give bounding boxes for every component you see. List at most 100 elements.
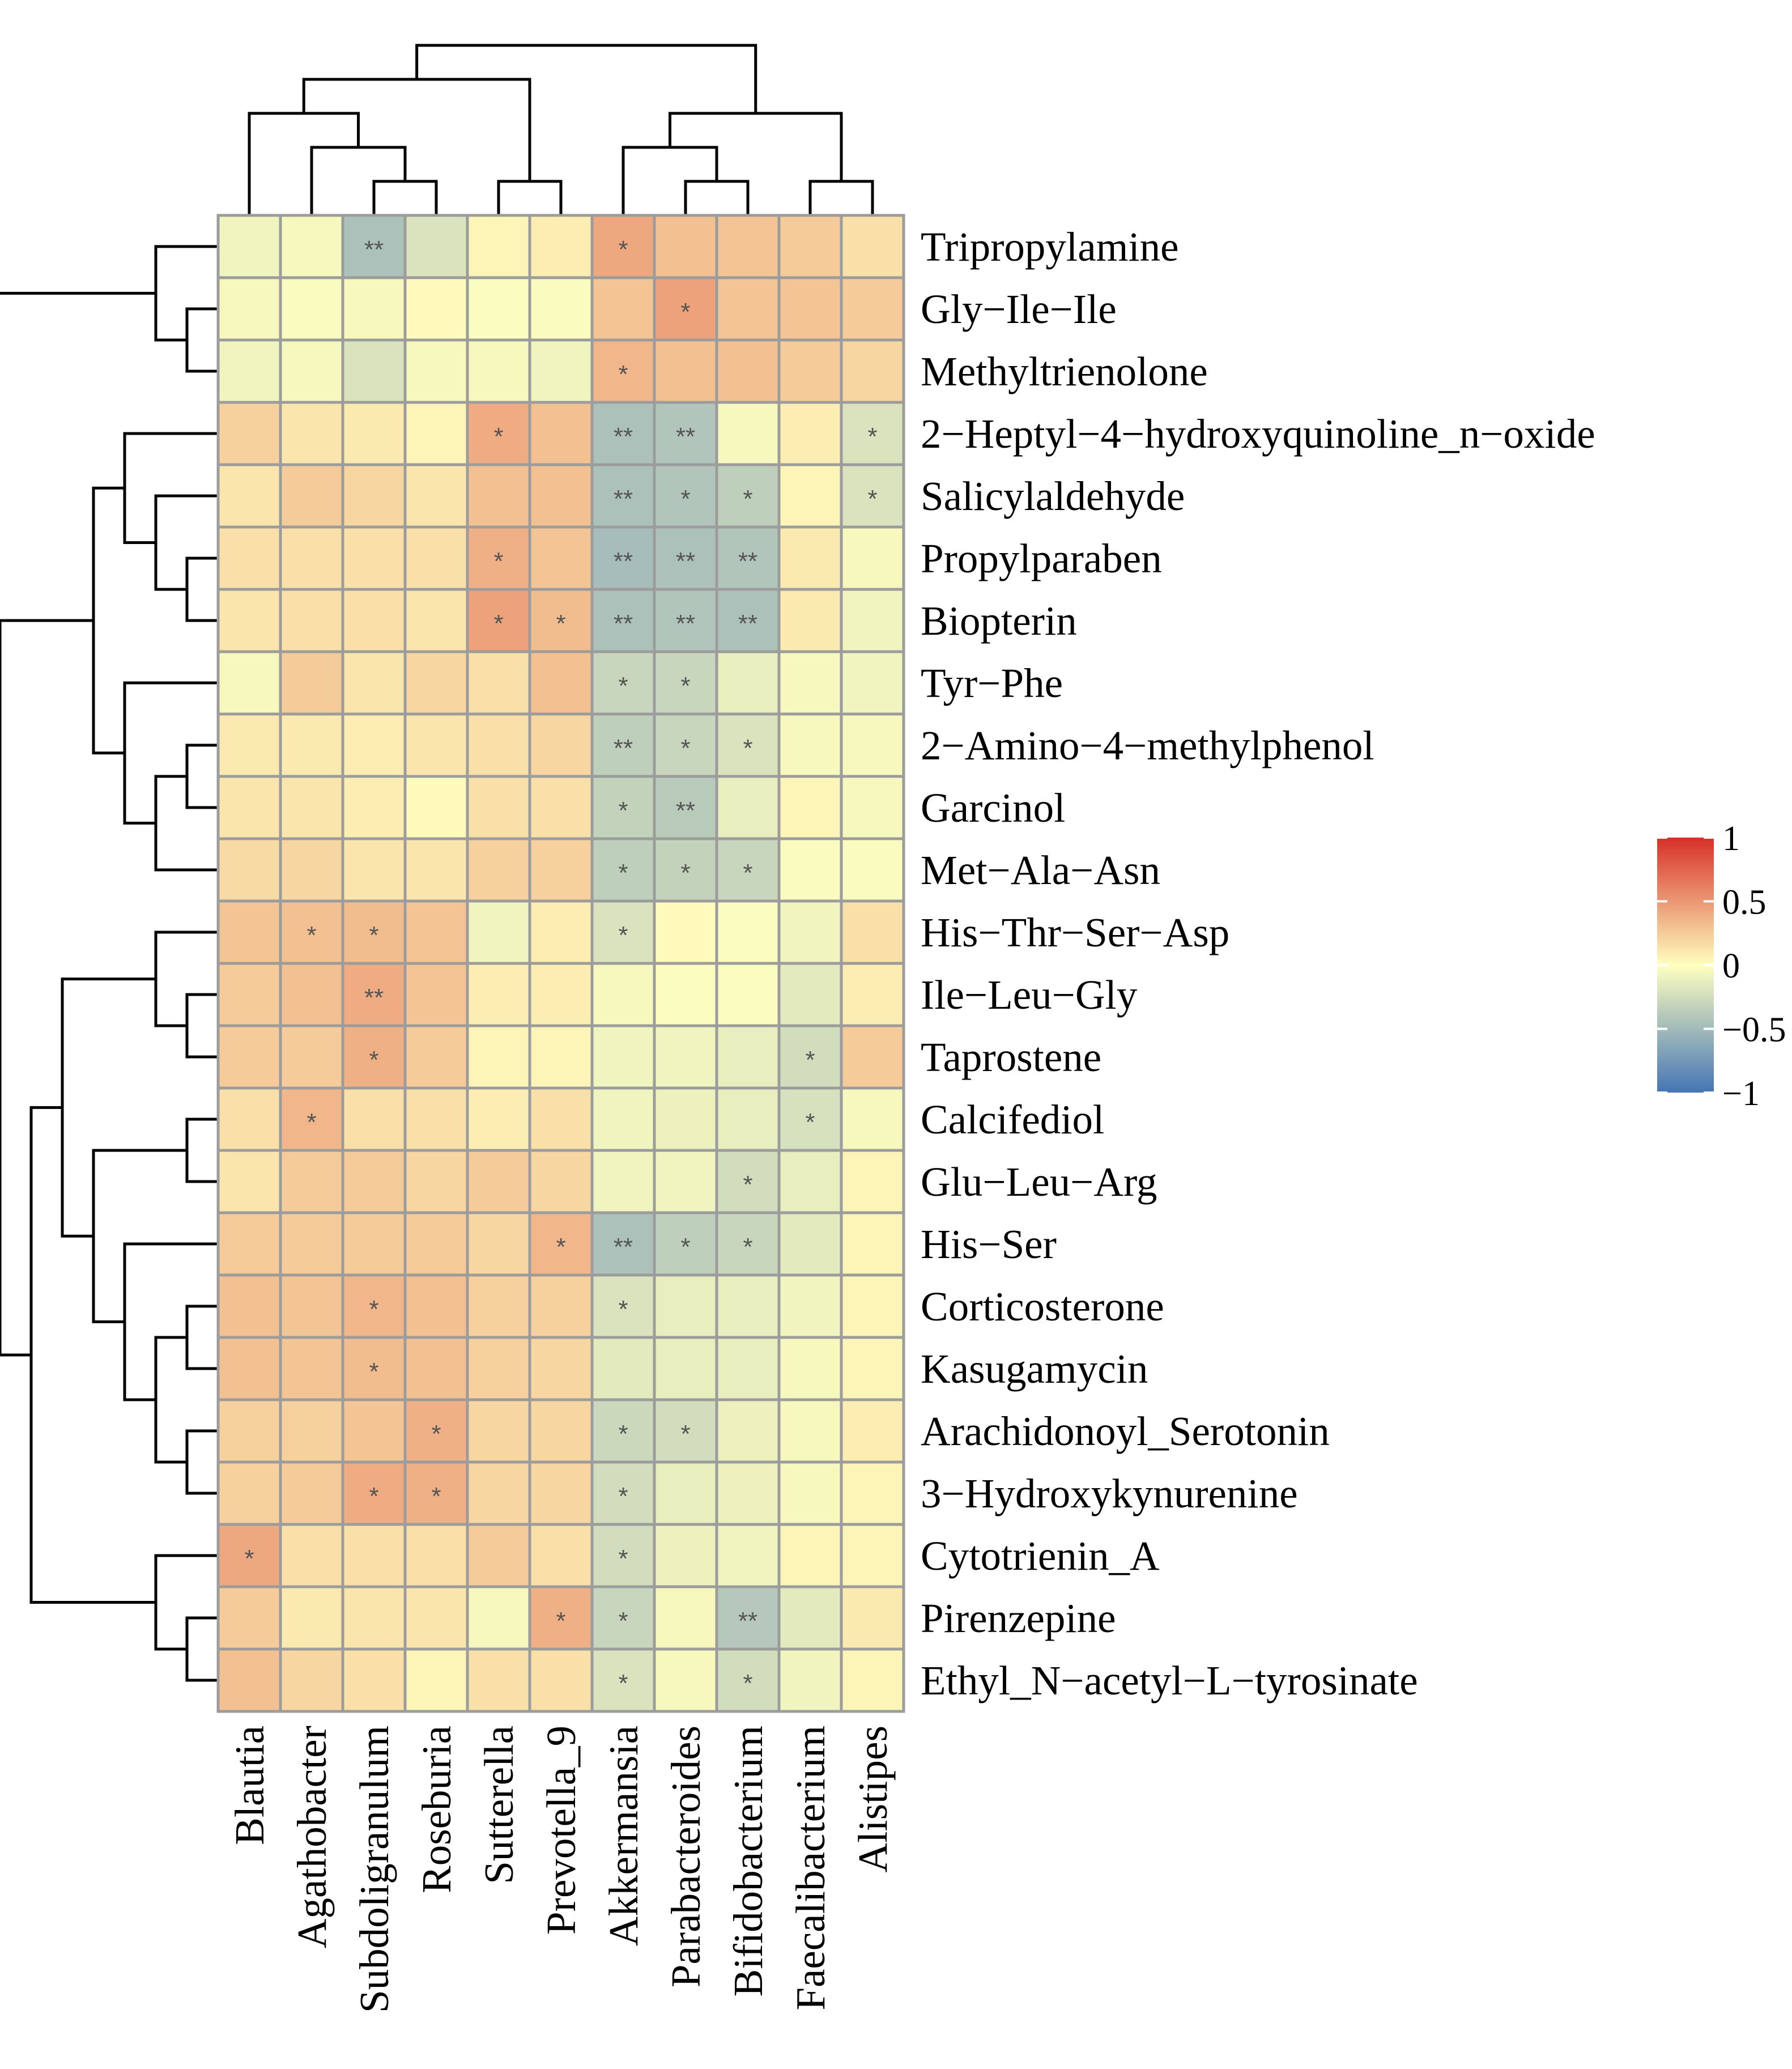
heatmap-cell xyxy=(341,525,407,591)
heatmap-cell xyxy=(777,338,843,404)
heatmap-cell xyxy=(466,1585,531,1651)
heatmap-cell xyxy=(590,525,656,591)
heatmap-cell xyxy=(466,463,531,529)
heatmap-cell xyxy=(840,1398,905,1464)
heatmap-cell xyxy=(653,962,718,1027)
heatmap-cell xyxy=(777,1149,843,1214)
heatmap-cell xyxy=(466,962,531,1027)
heatmap-cell xyxy=(528,1523,594,1588)
heatmap-cell xyxy=(216,1460,282,1526)
dendrogram-branch xyxy=(185,993,218,1059)
heatmap-cell xyxy=(403,525,469,591)
heatmap-cell xyxy=(840,775,905,840)
row-label: Ethyl_N−acetyl−L−tyrosinate xyxy=(921,1658,1418,1703)
heatmap-cell xyxy=(653,1585,718,1651)
heatmap-cell xyxy=(279,401,344,466)
heatmap-cell xyxy=(403,837,469,903)
heatmap-cell xyxy=(341,1585,407,1651)
significance-marker: * xyxy=(618,236,628,264)
heatmap-cell xyxy=(403,276,469,342)
significance-marker: ** xyxy=(614,547,633,575)
heatmap-cell xyxy=(777,276,843,342)
heatmap-cell xyxy=(279,1211,344,1277)
heatmap-cell xyxy=(715,775,781,840)
heatmap-cell xyxy=(715,1086,781,1152)
significance-marker: * xyxy=(618,1295,628,1323)
row-dendrogram xyxy=(0,245,218,1682)
heatmap-cell xyxy=(403,899,469,965)
heatmap-cell xyxy=(341,1211,407,1277)
dendrogram-branch xyxy=(185,1429,218,1495)
row-label: Biopterin xyxy=(921,598,1077,644)
heatmap-cell xyxy=(715,1523,781,1588)
heatmap-cell xyxy=(715,650,781,716)
heatmap-cell xyxy=(216,1149,282,1214)
heatmap-cell xyxy=(216,1211,282,1277)
row-label: His−Ser xyxy=(921,1221,1057,1267)
heatmap-cell xyxy=(840,1149,905,1214)
row-label: 3−Hydroxykynurenine xyxy=(921,1471,1298,1516)
significance-marker: * xyxy=(556,1607,565,1635)
heatmap-cell xyxy=(216,962,282,1027)
heatmap-cell xyxy=(279,712,344,778)
heatmap-cell xyxy=(777,962,843,1027)
heatmap-cell xyxy=(403,1273,469,1339)
row-labels: Tripropylamine Gly−Ile−Ile Methyltrienolon… xyxy=(921,224,1595,1703)
dendrogram-branch xyxy=(61,978,156,1238)
heatmap-cell xyxy=(590,712,656,778)
heatmap-cell xyxy=(216,525,282,591)
heatmap-cell xyxy=(590,401,656,466)
legend-tick-label: −0.5 xyxy=(1722,1011,1786,1050)
heatmap-cell xyxy=(840,899,905,965)
heatmap-cell xyxy=(715,1460,781,1526)
heatmap-cell xyxy=(715,1336,781,1401)
significance-marker: * xyxy=(493,547,503,575)
legend-tick-label: 0 xyxy=(1722,947,1740,985)
heatmap-cell xyxy=(403,1211,469,1277)
heatmap-cell xyxy=(840,1336,905,1401)
column-label: Bifidobacterium xyxy=(725,1726,771,1996)
dendrogram-branch xyxy=(248,112,360,215)
row-label: Glu−Leu−Arg xyxy=(921,1159,1157,1205)
heatmap-cell xyxy=(279,775,344,840)
dendrogram-branch xyxy=(123,1242,218,1401)
heatmap-cell xyxy=(403,712,469,778)
heatmap-cell xyxy=(840,1086,905,1152)
heatmap-cell xyxy=(341,899,407,965)
significance-marker: ** xyxy=(738,1607,757,1635)
heatmap-cell xyxy=(528,214,594,279)
heatmap-cell xyxy=(840,588,905,653)
heatmap-cell xyxy=(653,1024,718,1090)
heatmap-cell xyxy=(777,1024,843,1090)
heatmap-cell xyxy=(777,1647,843,1713)
heatmap-cell xyxy=(840,338,905,404)
significance-marker: * xyxy=(618,1482,628,1510)
significance-marker: * xyxy=(369,1046,378,1074)
heatmap-cell xyxy=(341,1149,407,1214)
heatmap-cell xyxy=(403,214,469,279)
heatmap-cell xyxy=(403,1523,469,1588)
significance-marker: * xyxy=(618,859,628,887)
heatmap-cell xyxy=(279,1523,344,1588)
heatmap-cell xyxy=(341,837,407,903)
heatmap-cell xyxy=(279,837,344,903)
legend-ticks: 1 0.5 0 −0.5 −1 xyxy=(1657,819,1786,1113)
significance-marker: ** xyxy=(614,485,633,513)
heatmap-cell xyxy=(528,712,594,778)
heatmap-cell xyxy=(528,837,594,903)
dendrogram-branch xyxy=(415,44,757,113)
heatmap-cell xyxy=(279,588,344,653)
heatmap-cell xyxy=(403,775,469,840)
heatmap-cell xyxy=(840,214,905,279)
significance-marker: ** xyxy=(676,423,695,451)
dendrogram-branch xyxy=(185,556,218,622)
significance-marker: ** xyxy=(614,1233,633,1261)
heatmap-cell xyxy=(279,962,344,1027)
row-label: Tyr−Phe xyxy=(921,660,1063,706)
row-label: His−Thr−Ser−Asp xyxy=(921,910,1229,955)
heatmap-cell xyxy=(590,1149,656,1214)
heatmap-cell xyxy=(528,1336,594,1401)
column-label: Faecalibacterium xyxy=(788,1726,833,2011)
significance-marker: * xyxy=(618,672,628,700)
